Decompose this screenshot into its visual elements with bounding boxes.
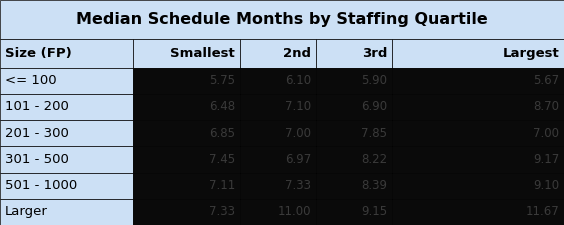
Text: 7.00: 7.00	[534, 127, 559, 140]
Text: 7.11: 7.11	[209, 179, 235, 192]
Bar	[0, 173, 133, 199]
Text: 7.10: 7.10	[285, 100, 311, 113]
Bar	[0, 146, 133, 173]
Text: 5.90: 5.90	[362, 74, 387, 87]
Bar	[392, 120, 564, 146]
Text: 9.10: 9.10	[534, 179, 559, 192]
Text: 7.85: 7.85	[362, 127, 387, 140]
Bar	[240, 199, 316, 225]
Bar	[240, 68, 316, 94]
Bar	[0, 0, 564, 39]
Bar	[240, 39, 316, 68]
Text: 9.17: 9.17	[533, 153, 559, 166]
Text: Largest: Largest	[503, 47, 559, 60]
Bar	[240, 146, 316, 173]
Bar	[0, 120, 133, 146]
Text: 5.75: 5.75	[209, 74, 235, 87]
Text: 6.90: 6.90	[362, 100, 387, 113]
Bar	[316, 120, 392, 146]
Text: Smallest: Smallest	[170, 47, 235, 60]
Bar	[133, 68, 240, 94]
Bar	[316, 173, 392, 199]
Text: Size (FP): Size (FP)	[5, 47, 71, 60]
Bar	[240, 94, 316, 120]
Bar	[0, 199, 133, 225]
Text: 8.70: 8.70	[534, 100, 559, 113]
Text: 301 - 500: 301 - 500	[5, 153, 68, 166]
Text: 6.48: 6.48	[209, 100, 235, 113]
Bar	[240, 173, 316, 199]
Bar	[133, 120, 240, 146]
Text: 8.39: 8.39	[362, 179, 387, 192]
Text: 101 - 200: 101 - 200	[5, 100, 68, 113]
Bar	[316, 146, 392, 173]
Bar	[392, 146, 564, 173]
Bar	[0, 39, 133, 68]
Text: 5.67: 5.67	[534, 74, 559, 87]
Bar	[392, 39, 564, 68]
Text: 7.00: 7.00	[285, 127, 311, 140]
Bar	[133, 173, 240, 199]
Bar	[392, 173, 564, 199]
Bar	[316, 39, 392, 68]
Text: Median Schedule Months by Staffing Quartile: Median Schedule Months by Staffing Quart…	[76, 12, 488, 27]
Bar	[133, 146, 240, 173]
Bar	[0, 68, 133, 94]
Text: 8.22: 8.22	[362, 153, 387, 166]
Text: 6.10: 6.10	[285, 74, 311, 87]
Bar	[316, 68, 392, 94]
Text: Larger: Larger	[5, 205, 47, 218]
Text: <= 100: <= 100	[5, 74, 56, 87]
Text: 501 - 1000: 501 - 1000	[5, 179, 77, 192]
Text: 2nd: 2nd	[283, 47, 311, 60]
Text: 3rd: 3rd	[362, 47, 387, 60]
Text: 11.67: 11.67	[526, 205, 559, 218]
Text: 6.97: 6.97	[285, 153, 311, 166]
Text: 9.15: 9.15	[362, 205, 387, 218]
Text: 7.33: 7.33	[209, 205, 235, 218]
Bar	[316, 94, 392, 120]
Text: 7.45: 7.45	[209, 153, 235, 166]
Bar	[133, 94, 240, 120]
Bar	[133, 199, 240, 225]
Bar	[0, 94, 133, 120]
Text: 6.85: 6.85	[209, 127, 235, 140]
Text: 11.00: 11.00	[278, 205, 311, 218]
Bar	[316, 199, 392, 225]
Bar	[392, 94, 564, 120]
Bar	[392, 199, 564, 225]
Text: 7.33: 7.33	[285, 179, 311, 192]
Bar	[240, 120, 316, 146]
Bar	[133, 39, 240, 68]
Bar	[392, 68, 564, 94]
Text: 201 - 300: 201 - 300	[5, 127, 68, 140]
